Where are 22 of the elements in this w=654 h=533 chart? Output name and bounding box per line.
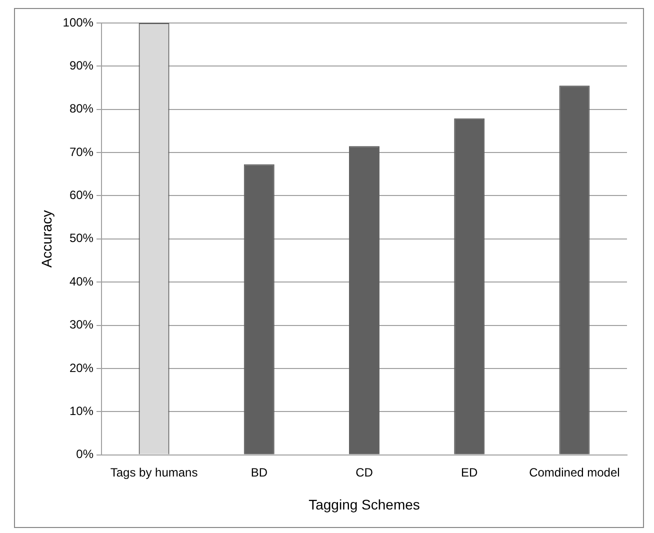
bar (454, 118, 485, 454)
x-tick-label: ED (461, 465, 478, 480)
y-tick-label: 40% (69, 274, 94, 288)
y-tick-label: 90% (69, 58, 94, 72)
y-tick-label: 100% (62, 15, 94, 30)
y-tick-label: 30% (69, 318, 94, 332)
x-tick-label: BD (250, 465, 268, 480)
y-tick-label: 60% (69, 188, 94, 202)
y-tick-label: 50% (69, 231, 94, 246)
x-tick-label: CD (356, 465, 374, 480)
bar (349, 146, 380, 454)
y-tick-label: 20% (69, 360, 94, 375)
x-tick-label: Comdined model (529, 465, 620, 480)
y-axis-title: Accuracy (38, 210, 54, 268)
x-axis-title: Tagging Schemes (308, 496, 420, 512)
bar (559, 86, 590, 454)
y-tick-label: 10% (69, 404, 94, 418)
bar (244, 164, 274, 454)
x-tick-label: Tags by humans (110, 465, 198, 480)
y-tick-label: 70% (69, 144, 94, 159)
y-tick-label: 80% (69, 102, 94, 116)
y-tick-label: 0% (76, 447, 94, 462)
